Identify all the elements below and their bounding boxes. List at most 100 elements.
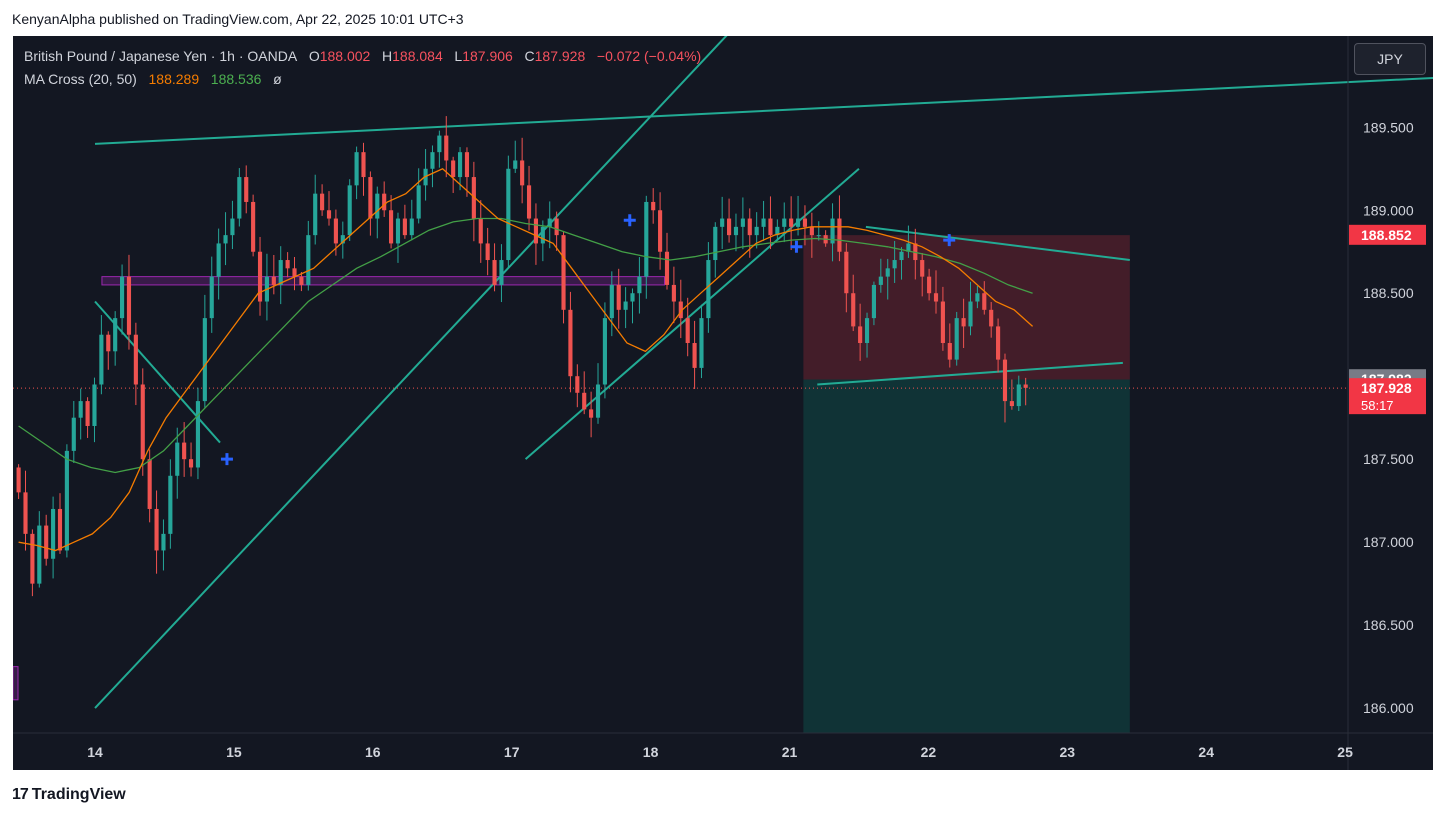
candle-body xyxy=(575,376,580,393)
ma-cross-label[interactable]: MA Cross (20, 50) xyxy=(24,71,137,87)
candle-body xyxy=(464,152,470,178)
candle-body xyxy=(126,276,132,335)
candle-body xyxy=(871,284,876,319)
ma-cross-marker xyxy=(623,214,636,227)
y-tick-label: 189.500 xyxy=(1363,119,1414,135)
candle-body xyxy=(1002,359,1008,402)
candle-body xyxy=(899,251,904,261)
brand-name: TradingView xyxy=(31,786,126,803)
chart-panel[interactable]: 189.500189.000188.500188.000187.500187.0… xyxy=(13,36,1433,770)
trendlines xyxy=(13,36,1433,709)
candle-body xyxy=(561,235,566,310)
candle-body xyxy=(271,276,276,285)
candle-body xyxy=(326,210,332,219)
low-label: L xyxy=(454,48,463,64)
symbol-title[interactable]: British Pound / Japanese Yen · 1h · OAND… xyxy=(24,48,298,64)
ma50-line xyxy=(18,217,1033,474)
ma-extra-value: ø xyxy=(273,71,282,87)
trendline xyxy=(817,361,1123,386)
candle-body xyxy=(457,152,463,178)
zone-target xyxy=(803,379,1130,733)
candle-body xyxy=(478,218,483,244)
candle-body xyxy=(209,276,214,319)
high-label: H xyxy=(382,48,393,64)
candle-body xyxy=(99,334,104,385)
ma-cross-marker xyxy=(220,453,233,466)
candle-body xyxy=(878,276,883,285)
candle-body xyxy=(237,177,242,219)
candle-body xyxy=(727,218,732,236)
candle-body xyxy=(106,334,111,352)
candle-body xyxy=(927,276,932,294)
ma-cross-marker xyxy=(943,234,956,247)
candle-body xyxy=(437,135,442,153)
x-tick-label: 18 xyxy=(643,744,659,760)
candle-body xyxy=(223,235,228,244)
candle-body xyxy=(175,442,180,476)
candle-body xyxy=(637,276,642,294)
candle-body xyxy=(506,168,511,261)
candle-body xyxy=(409,218,414,236)
candle-body xyxy=(333,218,338,244)
candle-body xyxy=(989,309,994,327)
price-label-text: 187.928 xyxy=(1361,380,1412,396)
candle-body xyxy=(168,475,173,534)
candle-body xyxy=(161,533,166,551)
tradingview-logo: 17 TradingView xyxy=(12,786,126,804)
candle-body xyxy=(720,218,725,227)
currency-button[interactable]: JPY xyxy=(1354,43,1426,75)
zones xyxy=(13,235,1130,733)
candle-body xyxy=(71,417,76,451)
candle-body xyxy=(768,218,773,236)
x-tick-label: 21 xyxy=(782,744,798,760)
candle-body xyxy=(851,293,856,327)
candle-body xyxy=(754,226,759,236)
candle-body xyxy=(230,218,235,236)
candle-body xyxy=(402,218,407,236)
candle-body xyxy=(644,201,649,277)
candle-body xyxy=(320,193,325,211)
trendline xyxy=(94,36,728,709)
y-tick-label: 189.000 xyxy=(1363,202,1414,218)
candle-body xyxy=(802,218,808,227)
y-tick-label: 187.000 xyxy=(1363,534,1414,550)
zone-resistance-band xyxy=(101,276,665,286)
high-value: 188.084 xyxy=(392,48,443,64)
candle-body xyxy=(313,193,318,236)
candle-body xyxy=(996,326,1001,360)
candle-body xyxy=(154,508,159,551)
candle-body xyxy=(368,177,373,219)
candle-body xyxy=(692,343,697,368)
candle-body xyxy=(892,260,897,269)
candle-body xyxy=(789,218,794,227)
candle-body xyxy=(616,284,621,310)
candle-body xyxy=(795,218,801,227)
price-chart[interactable]: 189.500189.000188.500188.000187.500187.0… xyxy=(13,36,1433,770)
x-tick-label: 24 xyxy=(1198,744,1214,760)
x-tick-label: 23 xyxy=(1060,744,1076,760)
x-tick-label: 15 xyxy=(226,744,242,760)
candle-body xyxy=(23,492,28,534)
candle-body xyxy=(340,235,345,244)
candle-body xyxy=(685,318,690,344)
candle-body xyxy=(451,160,456,178)
candle-body xyxy=(113,318,118,352)
candle-body xyxy=(244,177,249,202)
candle-body xyxy=(257,251,263,302)
low-value: 187.906 xyxy=(462,48,513,64)
candle-body xyxy=(430,152,435,169)
candle-body xyxy=(306,235,311,285)
trendline xyxy=(524,168,860,460)
candle-body xyxy=(982,293,987,310)
candle-body xyxy=(961,318,966,327)
candle-body xyxy=(747,218,752,236)
candle-body xyxy=(251,201,256,252)
x-tick-label: 17 xyxy=(504,744,520,760)
candle-body xyxy=(582,392,587,410)
candle-body xyxy=(678,301,683,319)
candle-body xyxy=(389,210,394,244)
ohlc-row: British Pound / Japanese Yen · 1h · OAND… xyxy=(24,48,701,64)
zone-stop xyxy=(803,235,1130,380)
candle-body xyxy=(147,459,152,509)
candle-body xyxy=(285,260,290,269)
